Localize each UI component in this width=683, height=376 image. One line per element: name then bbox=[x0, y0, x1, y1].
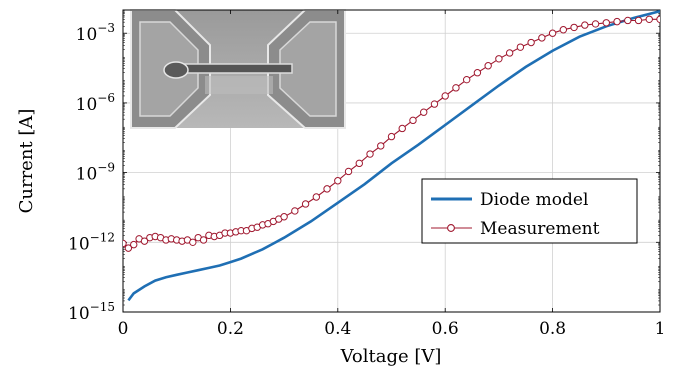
series-point-1-46 bbox=[452, 84, 460, 92]
legend: Diode model Measurement bbox=[421, 178, 638, 244]
series-point-1-62 bbox=[624, 16, 632, 25]
x-tick-label-4: 0.8 bbox=[539, 319, 566, 339]
y-tick-label-1: 10−12 bbox=[68, 230, 115, 254]
series-point-1-48 bbox=[473, 69, 482, 77]
series-point-1-63 bbox=[634, 16, 643, 25]
series-1 bbox=[123, 15, 660, 252]
sem-micrograph-image bbox=[130, 9, 346, 129]
x-tick-label-5: 1 bbox=[655, 319, 666, 339]
legend-label-diode-model: Diode model bbox=[480, 190, 588, 210]
y-tick-label-4: 10−3 bbox=[76, 21, 115, 45]
series-point-1-57 bbox=[570, 23, 578, 32]
series-point-1-43 bbox=[420, 108, 428, 116]
series-point-1-37 bbox=[355, 159, 363, 168]
series-point-1-52 bbox=[516, 43, 525, 51]
series-point-1-53 bbox=[527, 38, 535, 47]
series-point-1-2 bbox=[130, 240, 138, 249]
series-point-1-33 bbox=[312, 193, 321, 201]
series-point-1-1 bbox=[124, 244, 133, 252]
y-tick-label-3: 10−6 bbox=[76, 91, 115, 115]
series-point-1-4 bbox=[140, 237, 149, 245]
plot-area-frame bbox=[122, 9, 661, 313]
series-point-1-55 bbox=[548, 29, 557, 37]
y-tick-label-0: 10−15 bbox=[68, 300, 115, 324]
x-axis-ticks: 0 0.2 0.4 0.6 0.8 1 bbox=[118, 10, 666, 339]
series-point-1-42 bbox=[409, 116, 417, 125]
x-tick-label-1: 0.2 bbox=[217, 319, 244, 339]
series-point-1-31 bbox=[291, 207, 299, 215]
legend-box bbox=[421, 178, 638, 244]
series-point-1-35 bbox=[334, 177, 342, 185]
series-point-1-34 bbox=[323, 185, 331, 193]
series-point-1-59 bbox=[591, 20, 600, 28]
series-point-1-58 bbox=[581, 21, 589, 29]
series-point-1-61 bbox=[613, 17, 621, 26]
series-point-1-47 bbox=[462, 75, 471, 84]
series-point-1-64 bbox=[645, 15, 653, 23]
series-line-0 bbox=[127, 10, 660, 302]
series-0 bbox=[127, 10, 660, 302]
legend-marker-measurement bbox=[447, 224, 455, 232]
series-point-1-36 bbox=[344, 167, 353, 176]
series-point-1-60 bbox=[602, 19, 610, 27]
series-point-1-40 bbox=[387, 132, 396, 141]
series-point-1-0 bbox=[123, 239, 127, 248]
series-point-1-13 bbox=[189, 238, 197, 247]
x-tick-label-0: 0 bbox=[118, 319, 129, 339]
series-point-1-32 bbox=[301, 200, 310, 208]
series-point-1-54 bbox=[538, 34, 546, 42]
legend-label-measurement: Measurement bbox=[480, 219, 600, 239]
x-tick-label-2: 0.4 bbox=[324, 319, 351, 339]
x-tick-label-3: 0.6 bbox=[432, 319, 459, 339]
series-point-1-30 bbox=[280, 213, 288, 221]
series-point-1-44 bbox=[430, 100, 439, 108]
series-point-1-15 bbox=[199, 236, 208, 244]
series-point-1-38 bbox=[366, 150, 374, 158]
series-point-1-39 bbox=[377, 142, 385, 150]
series-layer bbox=[123, 10, 660, 302]
series-point-1-51 bbox=[505, 49, 514, 57]
series-point-1-65 bbox=[656, 15, 660, 23]
series-point-1-56 bbox=[559, 26, 568, 34]
series-point-1-50 bbox=[495, 55, 503, 63]
y-axis-ticks: 10−15 10−12 10−9 10−6 10−3 bbox=[68, 10, 660, 324]
series-point-1-49 bbox=[484, 62, 492, 70]
y-axis-label: Current [A] bbox=[16, 109, 37, 214]
x-axis-label: Voltage [V] bbox=[340, 346, 442, 367]
series-point-1-45 bbox=[441, 92, 449, 100]
y-tick-label-2: 10−9 bbox=[76, 161, 115, 185]
series-point-1-41 bbox=[398, 124, 406, 133]
